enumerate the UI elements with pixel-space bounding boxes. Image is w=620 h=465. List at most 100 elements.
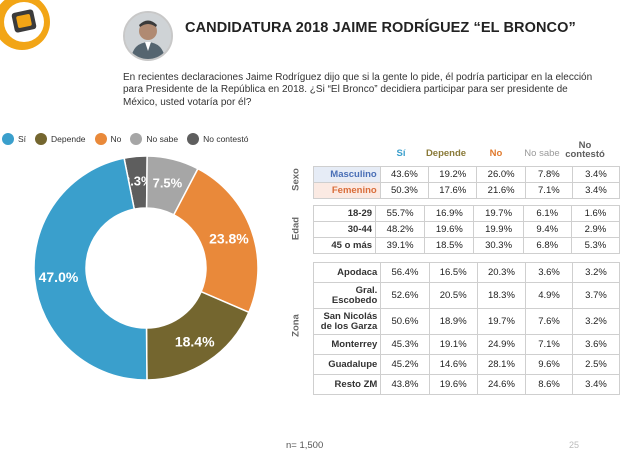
cell-no-contesto: 1.6% (570, 205, 620, 222)
cell-no: 30.3% (473, 237, 524, 254)
group-label-sexo: Sexo (290, 168, 302, 191)
cell-si: 56.4% (380, 262, 430, 283)
brand-logo (0, 0, 50, 50)
cell-depende: 19.6% (428, 374, 478, 395)
table-row: Femenino 50.3% 17.6% 21.6% 7.1% 3.4% (313, 182, 620, 199)
table-sexo: Masculino 43.6% 19.2% 26.0% 7.8% 3.4% Fe… (313, 166, 620, 199)
table-row: Apodaca 56.4% 16.5% 20.3% 3.6% 3.2% (312, 262, 620, 283)
row-label: Gral. Escobedo (312, 282, 382, 309)
cell-no-contesto: 3.2% (572, 262, 620, 283)
table-row: Gral. Escobedo 52.6% 20.5% 18.3% 4.9% 3.… (312, 282, 620, 309)
cell-no: 19.7% (476, 308, 527, 335)
cell-no-contesto: 3.6% (572, 334, 620, 355)
cell-no-contesto: 3.4% (571, 182, 620, 199)
table-row: Resto ZM 43.8% 19.6% 24.6% 8.6% 3.4% (312, 374, 620, 395)
chart-legend: Sí Depende No No sabe No contestó (2, 133, 257, 145)
group-label-zona: Zona (290, 314, 302, 337)
cell-si: 43.6% (379, 166, 430, 183)
cell-no: 24.9% (476, 334, 527, 355)
cell-si: 45.3% (380, 334, 430, 355)
cell-si: 39.1% (375, 237, 426, 254)
table-row: Guadalupe 45.2% 14.6% 28.1% 9.6% 2.5% (312, 354, 620, 375)
col-header-depende: Depende (425, 148, 467, 159)
cell-no-sabe: 6.8% (522, 237, 572, 254)
cell-no: 26.0% (476, 166, 526, 183)
cell-si: 45.2% (380, 354, 430, 375)
cell-no-sabe: 8.6% (525, 374, 573, 395)
cell-no: 18.3% (476, 282, 527, 309)
slice-label-no-sabe: 7.5% (153, 176, 183, 191)
slice-label-no-contesto: 3.3% (123, 173, 153, 188)
col-header-no-contesto: No contestó (565, 140, 605, 160)
legend-item-depende: Depende (35, 133, 86, 145)
legend-swatch (94, 133, 107, 145)
avatar (123, 11, 173, 61)
cell-depende: 19.6% (424, 221, 475, 238)
cell-no-sabe: 9.6% (525, 354, 573, 375)
cell-si: 48.2% (375, 221, 426, 238)
col-header-si: Sí (396, 148, 406, 159)
legend-swatch (130, 133, 143, 145)
cell-depende: 19.2% (428, 166, 478, 183)
cell-si: 43.8% (380, 374, 430, 395)
cell-no-contesto: 3.7% (572, 282, 620, 309)
legend-item-no: No (94, 133, 122, 145)
cell-depende: 17.6% (428, 182, 478, 199)
legend-swatch (2, 133, 14, 145)
legend-label: No sabe (146, 134, 179, 144)
cell-no: 20.3% (476, 262, 527, 283)
cell-depende: 16.5% (428, 262, 478, 283)
cell-si: 52.6% (380, 282, 430, 309)
group-label-edad: Edad (290, 216, 302, 241)
table-row: Monterrey 45.3% 19.1% 24.9% 7.1% 3.6% (312, 334, 620, 355)
cell-no-contesto: 3.2% (572, 308, 620, 335)
page-title: CANDIDATURA 2018 JAIME RODRÍGUEZ “EL BRO… (185, 20, 576, 36)
row-label: Apodaca (312, 262, 382, 283)
slice-label-si: 47.0% (39, 269, 79, 285)
cell-no-sabe: 7.1% (525, 334, 573, 355)
table-zona: Apodaca 56.4% 16.5% 20.3% 3.6% 3.2% Gral… (312, 262, 620, 395)
slice-label-depende: 18.4% (175, 333, 215, 349)
cell-depende: 19.1% (428, 334, 478, 355)
slice-label-no: 23.8% (209, 231, 249, 247)
row-label: 45 o más (312, 237, 377, 254)
cell-depende: 18.9% (428, 308, 478, 335)
cell-no-contesto: 2.9% (570, 221, 620, 238)
cell-no-sabe: 6.1% (522, 205, 572, 222)
slice-si (33, 157, 148, 381)
table-row: 30-44 48.2% 19.6% 19.9% 9.4% 2.9% (312, 221, 620, 238)
cell-depende: 20.5% (428, 282, 478, 309)
sample-size: n= 1,500 (286, 440, 324, 451)
table-row: San Nicolás de los Garza 50.6% 18.9% 19.… (312, 308, 620, 335)
legend-item-si: Sí (2, 133, 26, 145)
col-header-no: No (489, 148, 503, 159)
cell-no-sabe: 4.9% (525, 282, 573, 309)
legend-swatch (187, 133, 200, 145)
cell-si: 55.7% (375, 205, 426, 222)
table-row: 18-29 55.7% 16.9% 19.7% 6.1% 1.6% (312, 205, 620, 222)
table-edad: 18-29 55.7% 16.9% 19.7% 6.1% 1.6% 30-44 … (312, 205, 620, 254)
cell-no-contesto: 5.3% (570, 237, 620, 254)
question-text: En recientes declaraciones Jaime Rodrígu… (123, 72, 593, 108)
cell-no-sabe: 3.6% (525, 262, 573, 283)
row-label: 30-44 (312, 221, 377, 238)
cell-no: 19.7% (473, 205, 524, 222)
cell-no-sabe: 7.6% (525, 308, 573, 335)
cell-depende: 18.5% (424, 237, 475, 254)
legend-item-no-contesto: No contestó (187, 133, 248, 145)
page-number: 25 (569, 440, 580, 450)
cell-no: 21.6% (476, 182, 526, 199)
slice-no (172, 167, 259, 314)
cell-no-contesto: 3.4% (572, 374, 620, 395)
cell-si: 50.3% (379, 182, 430, 199)
row-label: San Nicolás de los Garza (312, 308, 382, 335)
cell-no: 24.6% (476, 374, 527, 395)
donut-chart: 3.3% 7.5% 23.8% 18.4% 47.0% (33, 155, 259, 381)
row-label: Femenino (313, 182, 381, 199)
cell-no-sabe: 7.8% (524, 166, 573, 183)
cell-no: 19.9% (473, 221, 524, 238)
row-label: Masculino (313, 166, 381, 183)
person-photo-icon (125, 13, 171, 59)
row-label: 18-29 (312, 205, 377, 222)
legend-label: No (110, 134, 122, 144)
